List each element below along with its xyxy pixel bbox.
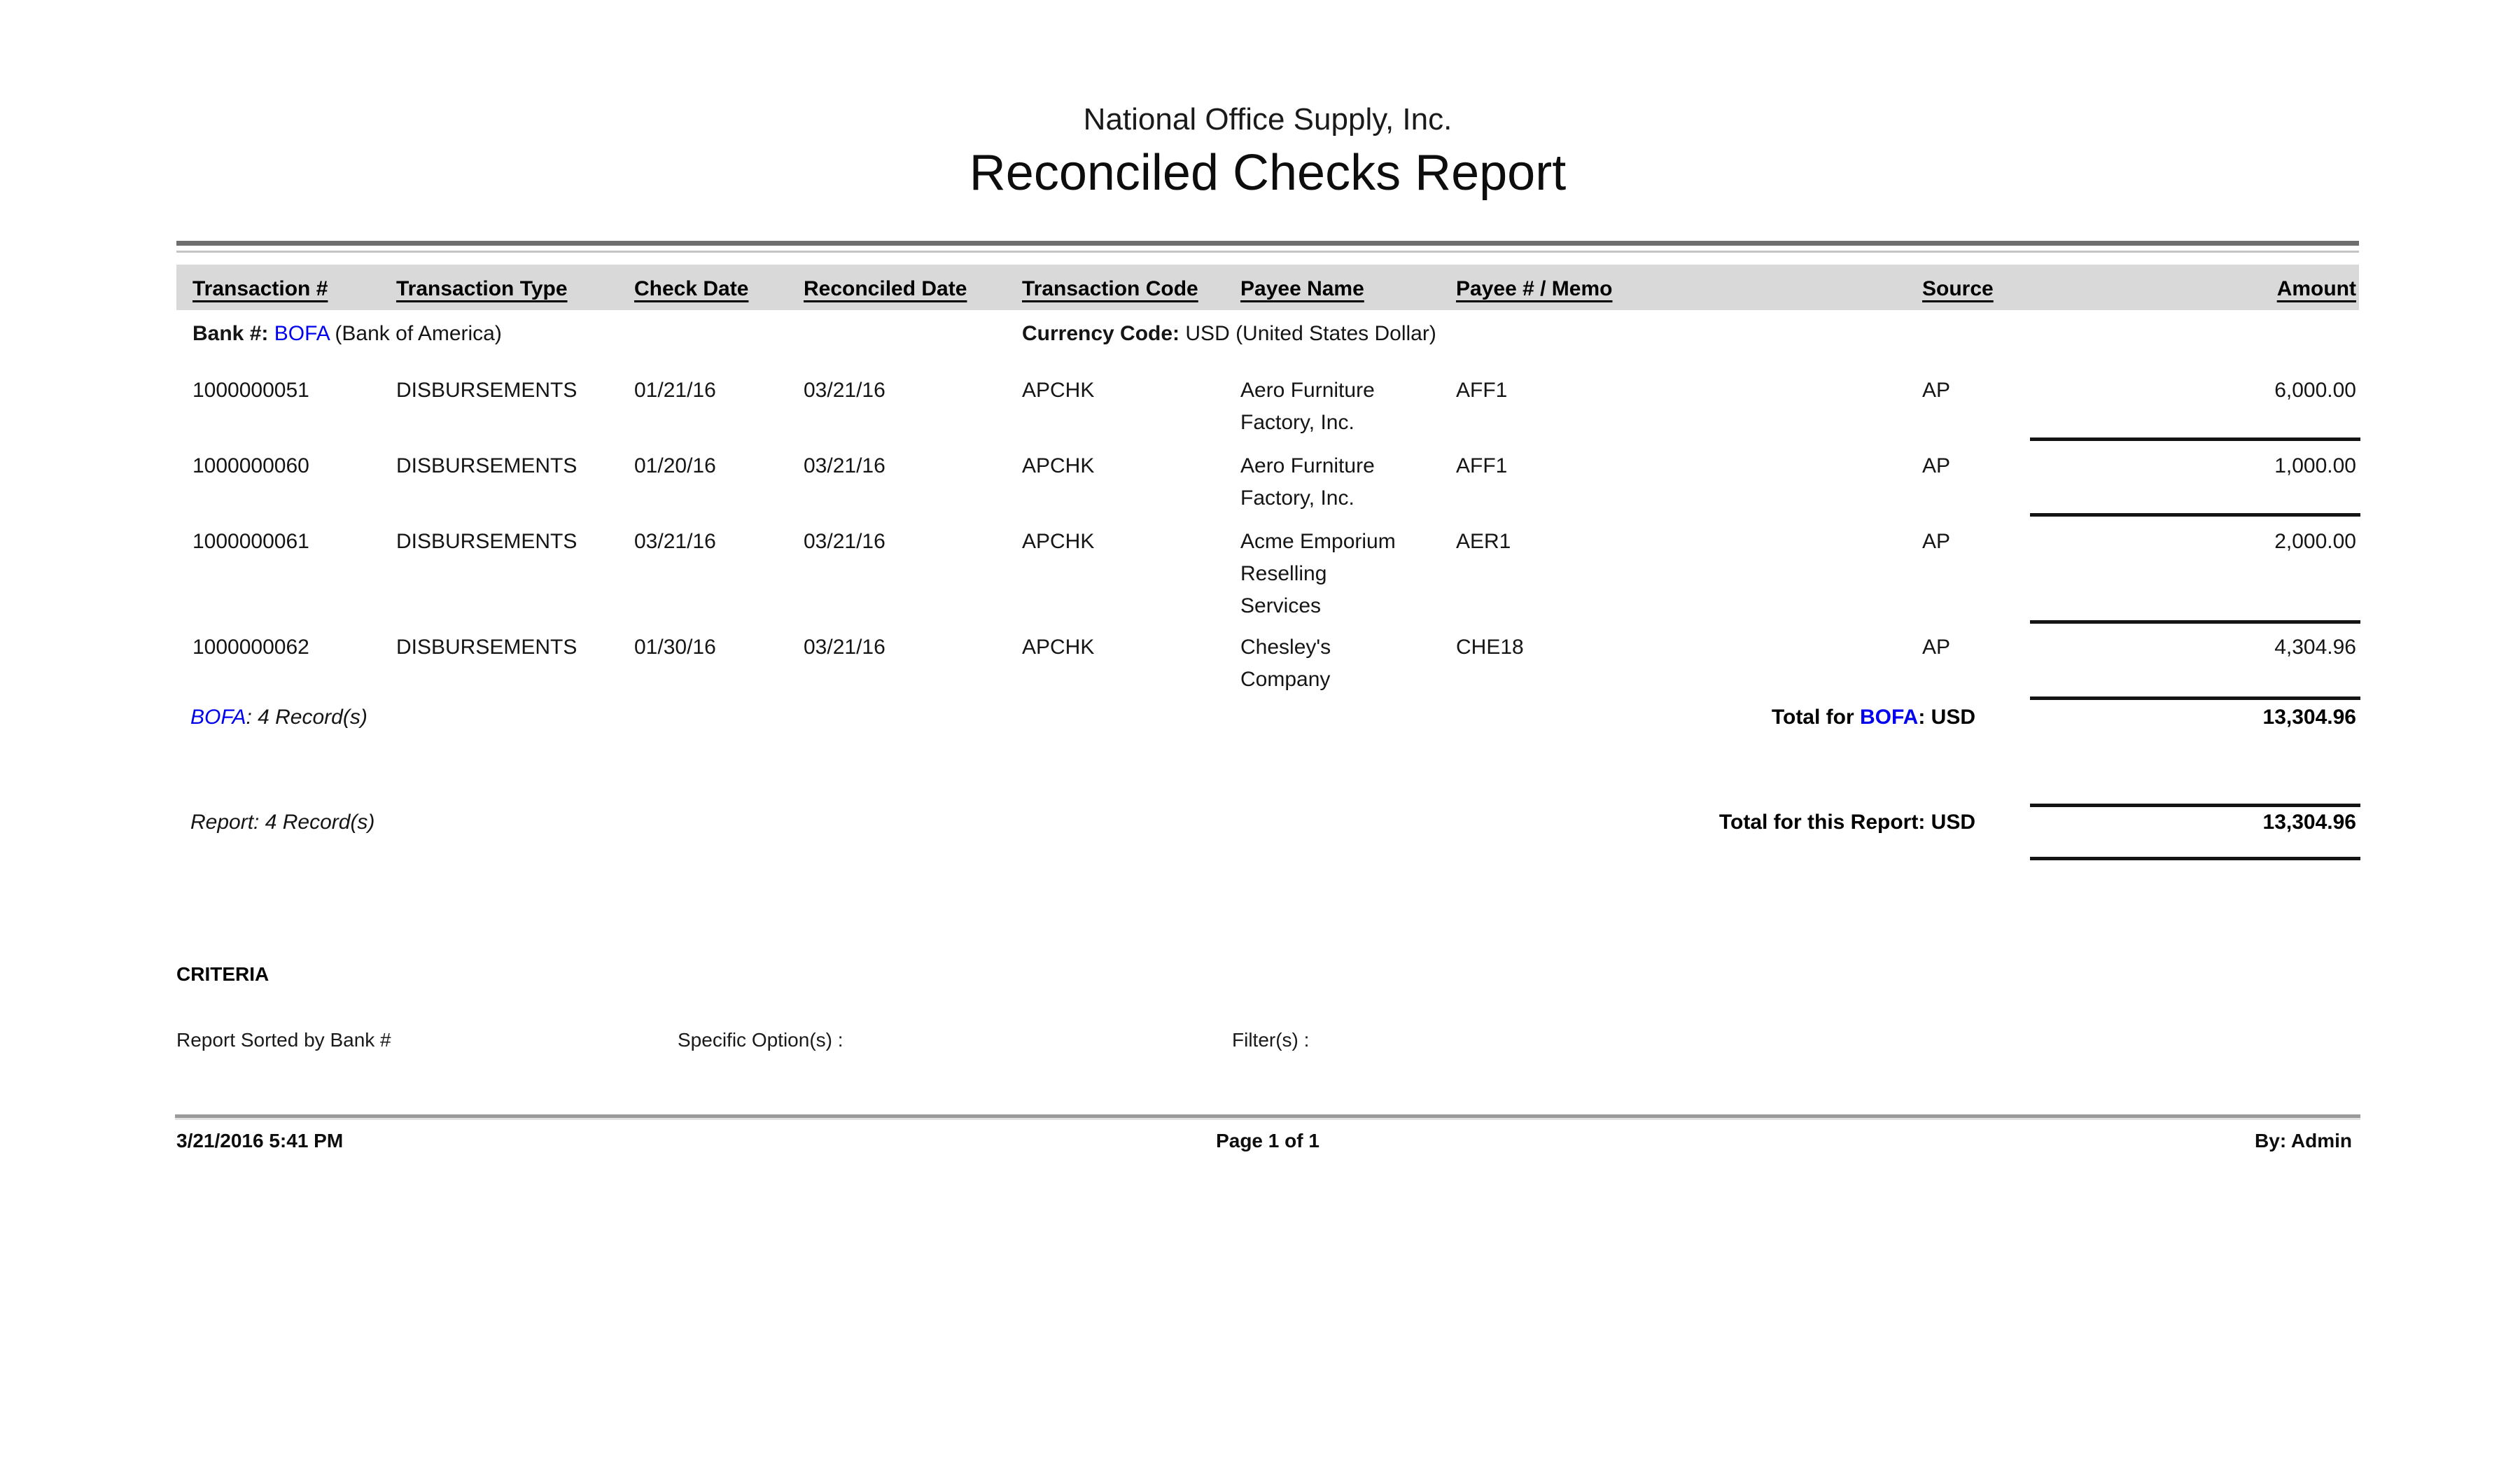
column-header-payee-name: Payee Name <box>1240 277 1364 300</box>
cell-payee-memo: CHE18 <box>1456 636 1524 659</box>
page-title: Reconciled Checks Report <box>969 145 1567 201</box>
amount-separator <box>2030 620 2360 624</box>
column-header-reconciled-date: Reconciled Date <box>804 277 967 300</box>
report-record-count: Report: 4 Record(s) <box>190 811 375 834</box>
report-total-bottom-rule <box>2030 857 2360 860</box>
cell-payee-name: Chesley's Company <box>1240 636 1331 691</box>
cell-transaction-code: APCHK <box>1022 454 1095 477</box>
cell-reconciled-date: 03/21/16 <box>804 530 886 553</box>
column-header-transaction-code: Transaction Code <box>1022 277 1198 300</box>
bank-total-amount: 13,304.96 <box>2262 706 2356 729</box>
cell-amount: 1,000.00 <box>2274 454 2356 477</box>
cell-transaction-code: APCHK <box>1022 379 1095 402</box>
cell-source: AP <box>1922 530 1951 553</box>
cell-reconciled-date: 03/21/16 <box>804 636 886 659</box>
cell-check-date: 01/30/16 <box>634 636 716 659</box>
cell-amount: 2,000.00 <box>2274 530 2356 553</box>
cell-reconciled-date: 03/21/16 <box>804 454 886 477</box>
cell-reconciled-date: 03/21/16 <box>804 379 886 402</box>
currency-code-label: Currency Code: <box>1022 322 1186 345</box>
criteria-filters: Filter(s) : <box>1232 1029 1310 1051</box>
column-header-check-date: Check Date <box>634 277 749 300</box>
cell-amount: 4,304.96 <box>2274 636 2356 659</box>
cell-payee-memo: AFF1 <box>1456 379 1508 402</box>
cell-source: AP <box>1922 454 1951 477</box>
report-total-top-rule <box>2030 804 2360 807</box>
amount-separator <box>2030 438 2360 441</box>
cell-payee-memo: AER1 <box>1456 530 1511 553</box>
table-header-band <box>176 265 2359 310</box>
title-divider-thin <box>176 251 2359 253</box>
cell-transaction-type: DISBURSEMENTS <box>396 454 578 477</box>
bank-total-suffix: : USD <box>1918 706 1975 729</box>
bank-code-link[interactable]: BOFA <box>190 706 246 729</box>
cell-transaction-code: APCHK <box>1022 636 1095 659</box>
amount-separator <box>2030 696 2360 700</box>
cell-source: AP <box>1922 636 1951 659</box>
column-header-transaction-type: Transaction Type <box>396 277 568 300</box>
cell-check-date: 01/21/16 <box>634 379 716 402</box>
column-header-source: Source <box>1922 277 1994 300</box>
cell-check-date: 03/21/16 <box>634 530 716 553</box>
cell-transaction-type: DISBURSEMENTS <box>396 379 578 402</box>
criteria-sorted-by: Report Sorted by Bank # <box>176 1029 391 1051</box>
bank-name: (Bank of America) <box>329 322 502 345</box>
bank-record-count-text: : 4 Record(s) <box>246 706 368 729</box>
bank-code-link[interactable]: BOFA <box>274 322 330 345</box>
cell-transaction-type: DISBURSEMENTS <box>396 530 578 553</box>
footer-user: By: Admin <box>2255 1130 2352 1152</box>
amount-separator <box>2030 513 2360 517</box>
cell-check-date: 01/20/16 <box>634 454 716 477</box>
criteria-specific-options: Specific Option(s) : <box>678 1029 844 1051</box>
bank-total-label: Total for BOFA: USD <box>1540 706 1975 729</box>
cell-transaction-number: 1000000061 <box>192 530 309 553</box>
cell-transaction-number: 1000000060 <box>192 454 309 477</box>
bank-code-link[interactable]: BOFA <box>1859 706 1919 729</box>
bank-number-label: Bank #: <box>192 322 274 345</box>
cell-payee-name: Acme Emporium Reselling Services <box>1240 530 1396 617</box>
cell-transaction-type: DISBURSEMENTS <box>396 636 578 659</box>
currency-code-value: USD (United States Dollar) <box>1185 322 1436 345</box>
cell-payee-name: Aero Furniture Factory, Inc. <box>1240 454 1375 510</box>
cell-transaction-number: 1000000051 <box>192 379 309 402</box>
bank-record-count: BOFA: 4 Record(s) <box>190 706 368 729</box>
footer-divider <box>175 1114 2360 1118</box>
report-total-label: Total for this Report: USD <box>1718 811 1975 834</box>
column-header-payee-memo: Payee # / Memo <box>1456 277 1613 300</box>
cell-source: AP <box>1922 379 1951 402</box>
bank-group-line: Bank #: BOFA (Bank of America) <box>192 318 502 350</box>
column-header-amount: Amount <box>2276 277 2356 300</box>
company-name: National Office Supply, Inc. <box>1083 102 1452 136</box>
cell-payee-name: Aero Furniture Factory, Inc. <box>1240 379 1375 434</box>
column-header-transaction-number: Transaction # <box>192 277 328 300</box>
bank-total-prefix: Total for <box>1771 706 1860 729</box>
currency-group-line: Currency Code: USD (United States Dollar… <box>1022 318 1436 350</box>
cell-payee-memo: AFF1 <box>1456 454 1508 477</box>
cell-transaction-code: APCHK <box>1022 530 1095 553</box>
report-total-amount: 13,304.96 <box>2262 811 2356 834</box>
cell-transaction-number: 1000000062 <box>192 636 309 659</box>
footer-divider-light <box>175 1118 2360 1120</box>
footer-datetime: 3/21/2016 5:41 PM <box>176 1130 344 1152</box>
title-divider-thick <box>176 241 2359 246</box>
criteria-heading: CRITERIA <box>176 963 270 985</box>
cell-amount: 6,000.00 <box>2274 379 2356 402</box>
footer-page-number: Page 1 of 1 <box>1216 1130 1320 1152</box>
